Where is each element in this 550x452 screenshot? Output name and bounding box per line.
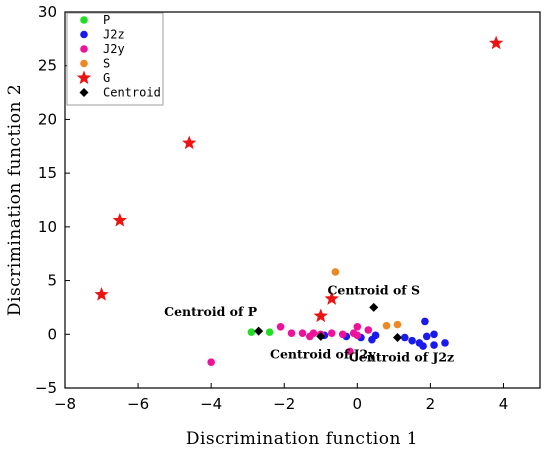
x-tick-label: 2: [426, 395, 436, 413]
x-tick-label: 4: [499, 395, 509, 413]
centroid-annotation: Centroid of J2y: [270, 346, 376, 361]
centroid-annotation: Centroid of S: [327, 282, 420, 297]
legend-label: J2y: [103, 42, 125, 56]
y-tick-label: 0: [47, 325, 57, 343]
point-centroid: [254, 326, 264, 336]
legend-label: Centroid: [103, 86, 161, 100]
point-centroid: [369, 302, 379, 312]
point-g: [313, 308, 328, 323]
legend-marker: [76, 70, 92, 85]
x-axis: −8 −6 −4 −2 0 2 4: [54, 383, 508, 413]
y-tick-label: 25: [38, 57, 57, 75]
point-s: [382, 321, 391, 330]
legend-marker: [80, 16, 88, 24]
x-tick-label: −2: [273, 395, 295, 413]
point-g: [324, 291, 339, 305]
point-j2y: [327, 329, 336, 338]
point-p: [265, 328, 274, 336]
series-g: [94, 35, 504, 323]
point-j2z: [419, 342, 427, 350]
y-tick-label: 20: [38, 110, 57, 128]
y-axis-title: Discrimination function 2: [5, 84, 25, 316]
legend-item-j2y: J2y: [80, 42, 125, 56]
legend-item-g: G: [76, 70, 110, 85]
point-p: [247, 328, 256, 336]
legend-label: J2z: [103, 28, 125, 42]
legend-marker: [80, 30, 88, 39]
point-g: [489, 35, 504, 50]
y-axis: −5 0 5 10 15 20 25 30: [35, 3, 70, 397]
legend-item-s: S: [80, 57, 110, 71]
y-tick-label: 10: [38, 218, 57, 236]
centroid-annotation: Centroid of J2z: [349, 350, 454, 365]
centroid-annotation: Centroid of P: [164, 304, 258, 319]
legend-item-centroid: Centroid: [79, 86, 161, 100]
point-g: [112, 212, 127, 227]
legend-marker: [80, 45, 88, 53]
point-j2y: [306, 332, 314, 341]
point-j2y: [353, 331, 362, 340]
point-centroid: [316, 331, 326, 341]
x-tick-label: −8: [54, 395, 76, 413]
point-j2y: [298, 329, 307, 338]
legend-label: S: [103, 57, 110, 71]
y-tick-label: 5: [47, 272, 57, 290]
series-s: [331, 268, 402, 330]
point-g: [94, 287, 109, 301]
point-j2y: [353, 322, 362, 331]
legend-marker: [79, 88, 89, 97]
point-j2y: [276, 322, 285, 331]
point-j2z: [430, 341, 438, 349]
point-j2z: [401, 333, 409, 342]
legend-marker: [80, 59, 88, 68]
y-tick-label: 30: [38, 3, 57, 21]
data-points: [94, 35, 504, 367]
point-j2y: [364, 326, 373, 334]
point-j2y: [338, 330, 347, 339]
y-tick-label: 15: [38, 164, 57, 182]
point-j2z: [422, 332, 431, 341]
point-j2y: [207, 358, 215, 367]
x-tick-label: −4: [200, 395, 222, 413]
point-j2y: [346, 347, 354, 356]
point-g: [182, 135, 197, 150]
series-j2y: [207, 322, 373, 367]
point-j2z: [441, 339, 449, 347]
legend-label: G: [103, 71, 110, 85]
y-tick-label: −5: [35, 379, 57, 397]
point-j2z: [371, 331, 380, 340]
point-j2z: [408, 336, 416, 345]
legend-item-j2z: J2z: [80, 28, 125, 42]
series-p: [247, 328, 274, 336]
x-axis-title: Discrimination function 1: [186, 429, 418, 449]
legend-item-p: P: [80, 13, 110, 27]
point-centroid: [393, 333, 402, 343]
legend-label: P: [103, 13, 110, 27]
series-centroid: [254, 302, 402, 343]
point-j2z: [430, 330, 438, 339]
point-s: [331, 268, 340, 276]
x-tick-label: −6: [127, 395, 149, 413]
point-j2y: [287, 329, 296, 338]
point-j2z: [421, 317, 429, 326]
point-s: [393, 320, 402, 329]
x-tick-label: 0: [353, 395, 363, 413]
